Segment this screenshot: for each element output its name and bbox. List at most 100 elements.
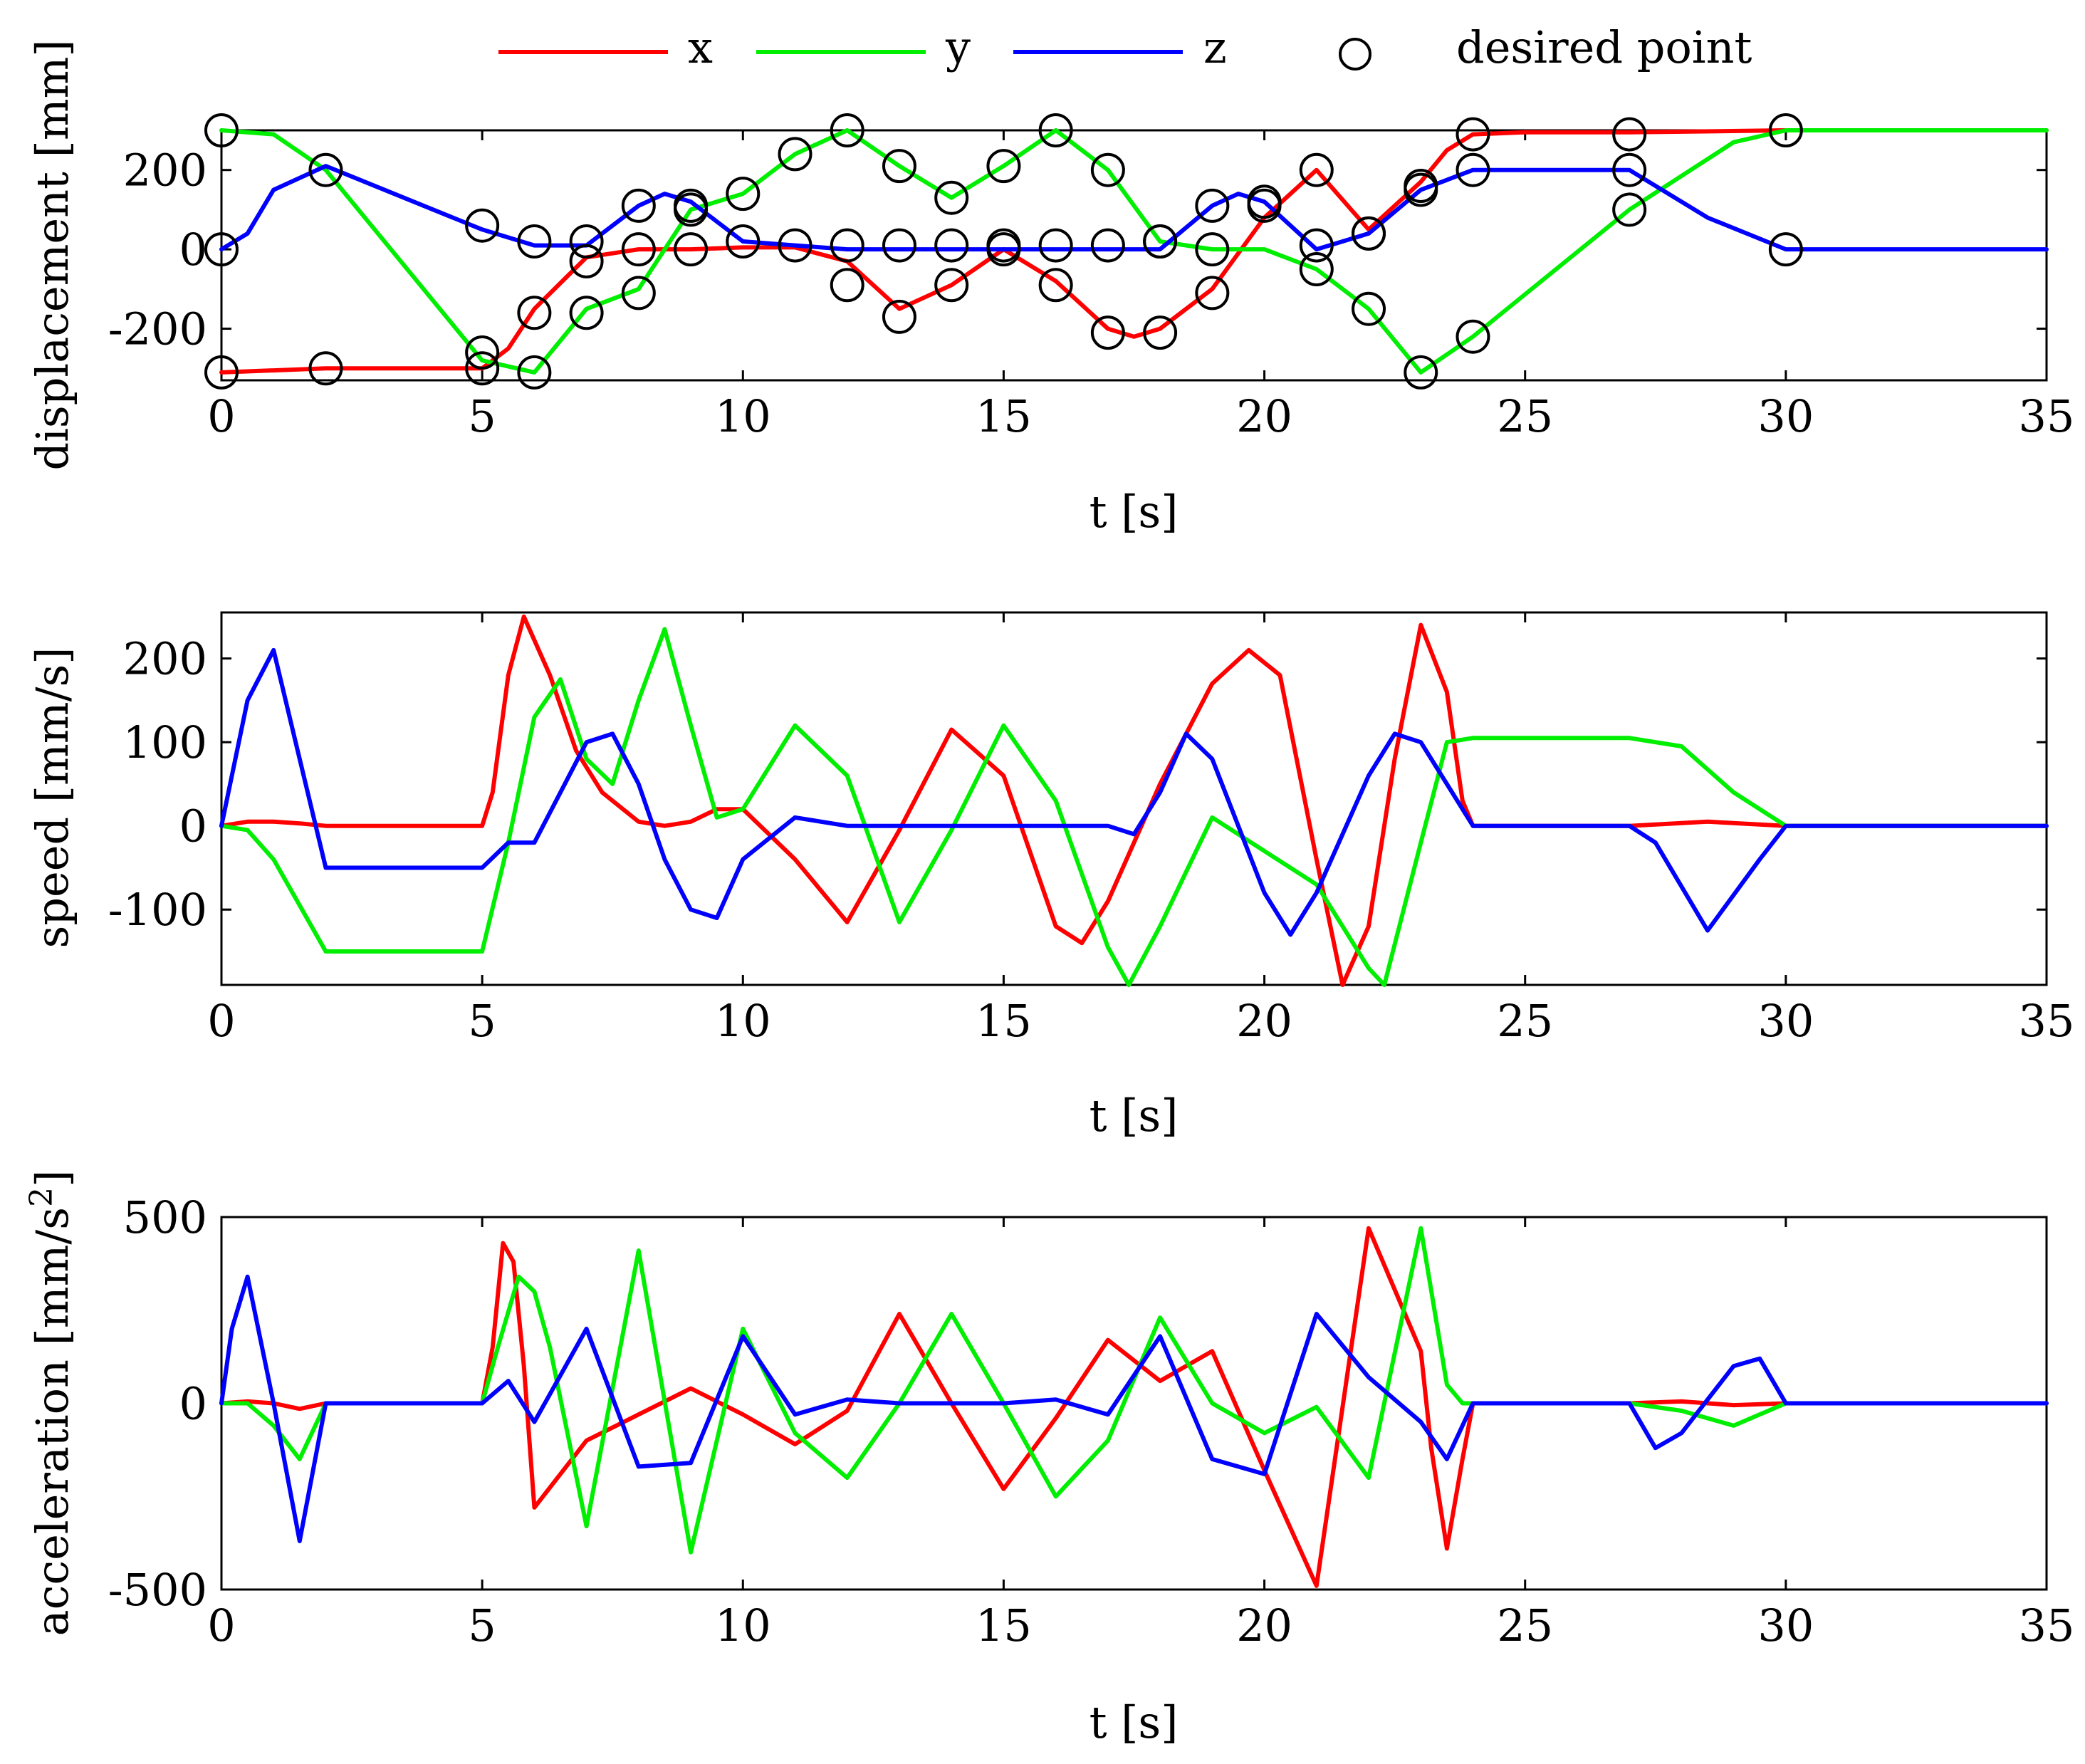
acceleration-lines — [219, 1226, 2049, 1588]
desired-point-marker — [1404, 355, 1438, 390]
desired-point-marker — [934, 228, 969, 263]
speed-xtick-label: 30 — [1757, 995, 1814, 1047]
desired-point-marker — [621, 188, 656, 223]
desired-point-marker — [1456, 152, 1490, 187]
legend-label-z: z — [1203, 21, 1227, 73]
speed-xtick-label: 15 — [976, 995, 1032, 1047]
desired-point-marker — [1299, 228, 1334, 263]
displacement-xtick-label: 35 — [2019, 390, 2075, 442]
desired-point-marker — [308, 152, 343, 187]
desired-point-marker — [204, 355, 239, 390]
displacement-xtick-label: 20 — [1236, 390, 1292, 442]
speed-ticks: 0 5 10 15 20 25 30 35 -100 0 100 200 — [108, 612, 2074, 1047]
acceleration-ylabel: acceleration [mm/s2] — [23, 1170, 78, 1637]
displacement-ytick-label: 200 — [123, 145, 207, 197]
acceleration-xtick-label: 35 — [2019, 1599, 2075, 1651]
desired-point-marker — [674, 232, 709, 267]
displacement-ytick-label: 0 — [179, 224, 207, 276]
desired-point-marker — [1143, 224, 1178, 259]
desired-point-marker — [726, 177, 761, 212]
acceleration-xtick-label: 20 — [1236, 1599, 1292, 1651]
displacement-ytick-label: -200 — [108, 303, 207, 355]
desired-point-marker — [465, 351, 500, 386]
desired-point-marker — [674, 192, 709, 227]
desired-point-marker — [1195, 188, 1230, 223]
speed-ytick-label: 0 — [179, 800, 207, 852]
desired-point-marker — [830, 228, 864, 263]
legend-label-y: y — [945, 21, 971, 73]
desired-point-marker — [934, 268, 969, 303]
displacement-axes-frame — [220, 129, 2048, 382]
desired-point-marker — [1768, 113, 1803, 147]
acceleration-ylabel-end: ] — [26, 1170, 78, 1187]
speed-ytick-label: 200 — [123, 633, 207, 685]
legend-label-desired-point: desired point — [1456, 21, 1752, 73]
legend: x y z desired point — [498, 21, 1752, 73]
speed-panel: 0 5 10 15 20 25 30 35 -100 0 100 200 t [s] speed [m… — [26, 611, 2074, 1142]
desired-point-marker — [1247, 184, 1282, 219]
speed-ytick-label: 100 — [123, 716, 207, 768]
speed-xtick-label: 0 — [207, 995, 235, 1047]
desired-point-marker — [882, 228, 916, 263]
desired-point-marker — [1090, 152, 1125, 187]
desired-point-marker — [517, 224, 552, 259]
desired-point-marker — [1038, 228, 1073, 263]
desired-point-marker — [882, 299, 916, 334]
acceleration-series-z — [219, 1274, 2049, 1543]
displacement-xtick-label: 0 — [207, 390, 235, 442]
displacement-markers — [204, 113, 1803, 390]
desired-point-marker — [1612, 152, 1647, 187]
legend-marker-desired-point — [1339, 38, 1371, 71]
speed-xtick-label: 10 — [715, 995, 771, 1047]
displacement-series-x — [219, 128, 2049, 375]
desired-point-marker — [830, 113, 864, 147]
desired-point-marker — [1090, 228, 1125, 263]
acceleration-ytick-label: -500 — [108, 1564, 207, 1616]
desired-point-marker — [569, 296, 604, 330]
desired-point-marker — [1143, 315, 1178, 350]
displacement-xtick-label: 15 — [976, 390, 1032, 442]
desired-point-marker — [1404, 172, 1438, 207]
desired-point-marker — [308, 351, 343, 386]
acceleration-ylabel-sup: 2 — [23, 1187, 60, 1207]
acceleration-ytick-label: 0 — [179, 1378, 207, 1430]
displacement-xtick-label: 10 — [715, 390, 771, 442]
desired-point-marker — [986, 228, 1021, 263]
acceleration-xtick-label: 0 — [207, 1599, 235, 1651]
desired-point-marker — [1352, 216, 1386, 251]
displacement-xtick-label: 30 — [1757, 390, 1814, 442]
desired-point-marker — [621, 232, 656, 267]
desired-point-marker — [1038, 113, 1073, 147]
desired-point-marker — [204, 113, 239, 147]
speed-lines — [219, 614, 2049, 987]
desired-point-marker — [1299, 252, 1334, 286]
desired-point-marker — [517, 355, 552, 390]
speed-ytick-label: -100 — [108, 884, 207, 936]
acceleration-xtick-label: 15 — [976, 1599, 1032, 1651]
acceleration-series-y — [219, 1226, 2049, 1555]
desired-point-marker — [1456, 319, 1490, 354]
desired-point-marker — [1038, 268, 1073, 303]
desired-point-marker — [465, 208, 500, 243]
desired-point-marker — [465, 335, 500, 370]
acceleration-xtick-label: 30 — [1757, 1599, 1814, 1651]
displacement-series-z — [219, 164, 2049, 252]
speed-ylabel: speed [mm/s] — [26, 647, 78, 949]
desired-point-marker — [882, 149, 916, 184]
desired-point-marker — [569, 244, 604, 278]
desired-point-marker — [1299, 152, 1334, 187]
displacement-xtick-label: 5 — [468, 390, 496, 442]
desired-point-marker — [778, 137, 812, 172]
desired-point-marker — [986, 149, 1021, 184]
desired-point-marker — [934, 180, 969, 215]
speed-xtick-label: 5 — [468, 995, 496, 1047]
speed-xtick-label: 20 — [1236, 995, 1292, 1047]
desired-point-marker — [1612, 192, 1647, 227]
legend-label-x: x — [688, 21, 713, 73]
speed-xtick-label: 25 — [1497, 995, 1553, 1047]
acceleration-ytick-label: 500 — [123, 1191, 207, 1243]
